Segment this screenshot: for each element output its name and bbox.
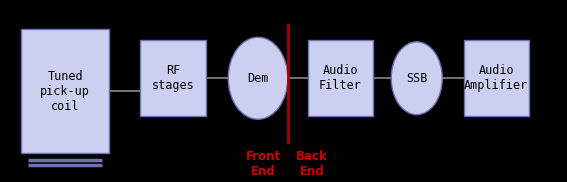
- Text: SSB: SSB: [406, 72, 428, 85]
- Text: Audio
Amplifier: Audio Amplifier: [464, 64, 528, 92]
- FancyBboxPatch shape: [307, 40, 373, 116]
- Text: Audio
Filter: Audio Filter: [319, 64, 362, 92]
- FancyBboxPatch shape: [141, 40, 205, 116]
- Ellipse shape: [391, 42, 442, 115]
- Ellipse shape: [228, 37, 287, 119]
- Text: Front
End: Front End: [246, 150, 281, 178]
- Text: Dem: Dem: [247, 72, 269, 85]
- Text: Back
End: Back End: [296, 150, 328, 178]
- FancyBboxPatch shape: [463, 40, 528, 116]
- Text: Tuned
pick-up
coil: Tuned pick-up coil: [40, 70, 90, 112]
- FancyBboxPatch shape: [22, 29, 109, 153]
- Text: RF
stages: RF stages: [151, 64, 194, 92]
